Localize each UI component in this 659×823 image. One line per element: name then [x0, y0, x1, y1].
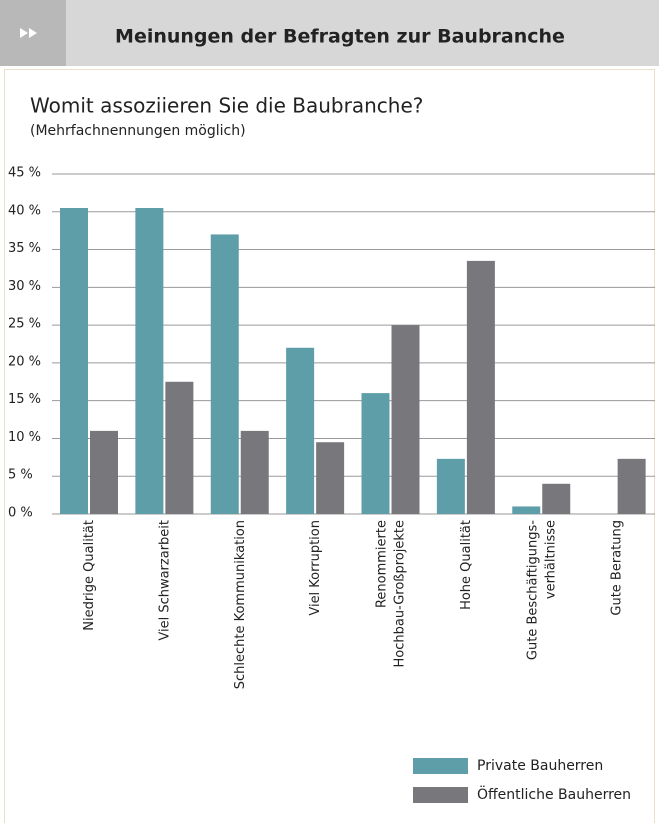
x-tick-label: Viel Schwarzarbeit — [157, 520, 172, 641]
bar — [436, 458, 465, 514]
bar — [542, 483, 571, 514]
bar — [361, 393, 390, 514]
header-icon — [20, 28, 37, 38]
y-tick-label: 45 % — [8, 166, 41, 181]
y-tick-label: 5 % — [8, 468, 33, 483]
chart-subtitle: (Mehrfachnennungen möglich) — [30, 123, 246, 139]
legend-swatch — [413, 758, 468, 774]
x-tick-label: Niedrige Qualität — [82, 520, 97, 631]
bar — [135, 208, 164, 514]
bar — [316, 442, 345, 514]
x-tick-label: Viel Korruption — [308, 520, 323, 616]
bar — [617, 458, 646, 514]
bar — [60, 208, 88, 514]
x-tick-label: Renommierte Hochbau-Großprojekte — [374, 520, 407, 668]
y-tick-label: 25 % — [8, 317, 41, 332]
panel — [4, 69, 655, 823]
header-bar — [0, 0, 659, 66]
y-tick-label: 30 % — [8, 279, 41, 294]
y-tick-label: 40 % — [8, 203, 41, 218]
bar — [512, 506, 541, 514]
x-tick-label: Schlechte Kommunikation — [232, 520, 247, 689]
bar — [90, 430, 118, 514]
legend-label: Öffentliche Bauherren — [477, 785, 631, 803]
x-tick-label: Gute Beratung — [609, 520, 624, 616]
bar — [286, 347, 315, 514]
y-tick-label: 35 % — [8, 241, 41, 256]
x-tick-label: Gute Beschäftigungs-verhältnisse — [525, 520, 558, 660]
x-tick-label: Hohe Qualität — [458, 520, 473, 610]
y-tick-label: 20 % — [8, 354, 41, 369]
header-title: Meinungen der Befragten zur Baubranche — [115, 26, 565, 48]
legend-swatch — [413, 787, 468, 803]
bar — [466, 260, 495, 514]
bar — [165, 381, 194, 514]
y-tick-label: 15 % — [8, 392, 41, 407]
y-tick-label: 0 % — [8, 506, 33, 521]
bar — [391, 325, 420, 514]
legend-label: Private Bauherren — [477, 758, 603, 774]
chart-title: Womit assoziieren Sie die Baubranche? — [30, 94, 423, 118]
y-tick-label: 10 % — [8, 430, 41, 445]
bar — [210, 234, 239, 514]
bar — [240, 430, 269, 514]
